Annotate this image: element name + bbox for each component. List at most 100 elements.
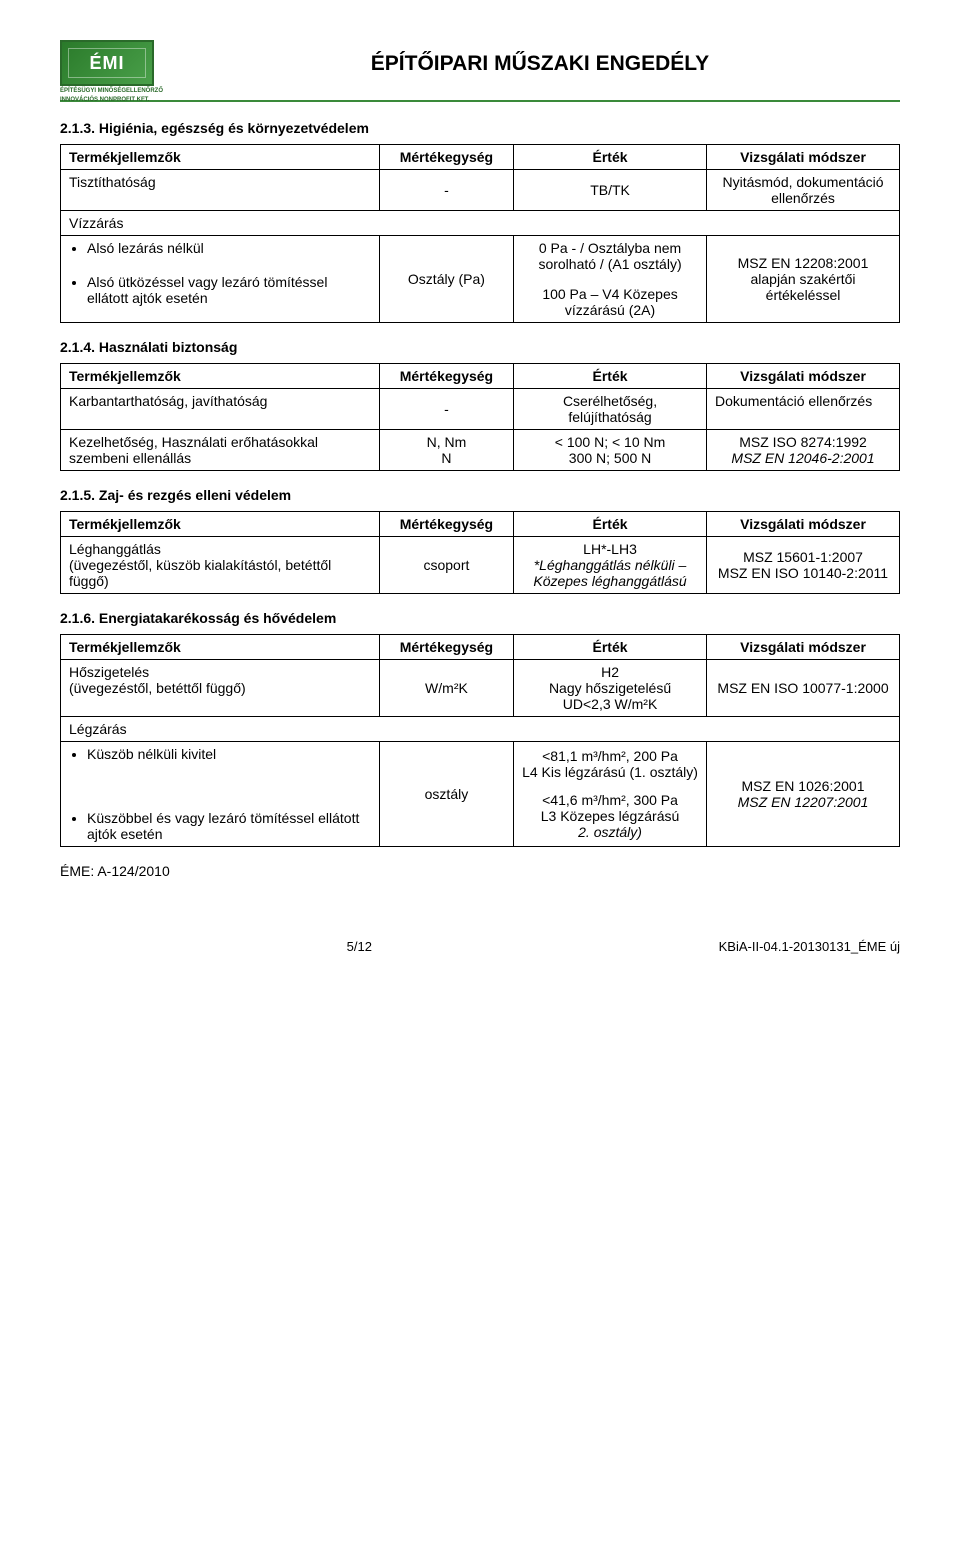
cell-values-forces: < 100 N; < 10 Nm 300 N; 500 N xyxy=(514,430,707,471)
th-termekjellemzok: Termékjellemzők xyxy=(61,364,380,389)
value-line: L4 Kis légzárású (1. osztály) xyxy=(522,764,698,780)
cell-h2-values: H2 Nagy hőszigetelésű UD<2,3 W/m²K xyxy=(514,660,707,717)
table-header-row: Termékjellemzők Mértékegység Érték Vizsg… xyxy=(61,512,900,537)
cell-legzaras-label: Légzárás xyxy=(61,717,900,742)
value-line-italic: 2. osztály) xyxy=(522,824,698,840)
th-ertek: Érték xyxy=(514,635,707,660)
cell-hoszigeteles: Hőszigetelés (üvegezéstől, betéttől függ… xyxy=(61,660,380,717)
th-ertek: Érték xyxy=(514,145,707,170)
cell-methods-iso: MSZ ISO 8274:1992 MSZ EN 12046-2:2001 xyxy=(707,430,900,471)
table-row: Hőszigetelés (üvegezéstől, betéttől függ… xyxy=(61,660,900,717)
cell-csoport: csoport xyxy=(379,537,513,594)
value-line: L3 Közepes légzárású xyxy=(522,808,698,824)
cell-lh-values: LH*-LH3 *Léghanggátlás nélküli – Közepes… xyxy=(514,537,707,594)
cell-tisztithatosag: Tisztíthatóság xyxy=(61,170,380,211)
table-header-row: Termékjellemzők Mértékegység Érték Vizsg… xyxy=(61,635,900,660)
table-row: Küszöb nélküli kivitel Küszöbbel és vagy… xyxy=(61,742,900,847)
cell-value: TB/TK xyxy=(514,170,707,211)
th-mertekegyseg: Mértékegység xyxy=(379,635,513,660)
th-mertekegyseg: Mértékegység xyxy=(379,145,513,170)
bullet-also-lezaras: Alsó lezárás nélkül xyxy=(87,240,371,256)
value-100pa: 100 Pa – V4 Közepes vízzárású (2A) xyxy=(522,286,698,318)
table-213: Termékjellemzők Mértékegység Érték Vizsg… xyxy=(60,144,900,323)
table-row: Tisztíthatóság - TB/TK Nyitásmód, dokume… xyxy=(61,170,900,211)
value-line: UD<2,3 W/m²K xyxy=(522,696,698,712)
cell-conditions: Alsó lezárás nélkül Alsó ütközéssel vagy… xyxy=(61,236,380,323)
value-line: LH*-LH3 xyxy=(522,541,698,557)
bullet-kuszobbel: Küszöbbel és vagy lezáró tömítéssel ellá… xyxy=(87,810,371,842)
cell-methods-1026: MSZ EN 1026:2001 MSZ EN 12207:2001 xyxy=(707,742,900,847)
unit-line: N, Nm xyxy=(388,434,505,450)
th-ertek: Érték xyxy=(514,364,707,389)
th-ertek: Érték xyxy=(514,512,707,537)
table-214: Termékjellemzők Mértékegység Érték Vizsg… xyxy=(60,363,900,471)
logo-subtitle-1: ÉPÍTÉSÜGYI MINŐSÉGELLENŐRZŐ xyxy=(60,88,170,95)
cell-methods-15601: MSZ 15601-1:2007 MSZ EN ISO 10140-2:2011 xyxy=(707,537,900,594)
table-row: Alsó lezárás nélkül Alsó ütközéssel vagy… xyxy=(61,236,900,323)
footer-doc-id: KBiA-II-04.1-20130131_ÉME új xyxy=(719,939,900,954)
cell-method: Nyitásmód, dokumentáció ellenőrzés xyxy=(707,170,900,211)
cell-legzaras-values: <81,1 m³/hm², 200 Pa L4 Kis légzárású (1… xyxy=(514,742,707,847)
cell-unit: - xyxy=(379,389,513,430)
unit-line: N xyxy=(388,450,505,466)
table-header-row: Termékjellemzők Mértékegység Érték Vizsg… xyxy=(61,364,900,389)
page-footer: 5/12 KBiA-II-04.1-20130131_ÉME új xyxy=(60,939,900,954)
page-title: ÉPÍTŐIPARI MŰSZAKI ENGEDÉLY xyxy=(180,40,900,76)
table-row: Karbantarthatóság, javíthatóság - Cserél… xyxy=(61,389,900,430)
method-line-italic: MSZ EN 12207:2001 xyxy=(715,794,891,810)
th-termekjellemzok: Termékjellemzők xyxy=(61,512,380,537)
table-row: Léghanggátlás (üvegezéstől, küszöb kiala… xyxy=(61,537,900,594)
th-vizsgalat: Vizsgálati módszer xyxy=(707,364,900,389)
table-row: Vízzárás xyxy=(61,211,900,236)
value-line: H2 xyxy=(522,664,698,680)
page-number: 5/12 xyxy=(0,939,719,954)
table-row: Légzárás xyxy=(61,717,900,742)
value-line: 300 N; 500 N xyxy=(522,450,698,466)
th-termekjellemzok: Termékjellemzők xyxy=(61,635,380,660)
bullet-kuszob-nelkuli: Küszöb nélküli kivitel xyxy=(87,746,371,762)
value-line: <41,6 m³/hm², 300 Pa xyxy=(522,792,698,808)
method-line-italic: MSZ EN 12046-2:2001 xyxy=(715,450,891,466)
value-line-italic: *Léghanggátlás nélküli – Közepes léghang… xyxy=(522,557,698,589)
th-vizsgalat: Vizsgálati módszer xyxy=(707,512,900,537)
cell-osztaly-pa: Osztály (Pa) xyxy=(379,236,513,323)
page-header: ÉMI ÉPÍTÉSÜGYI MINŐSÉGELLENŐRZŐ INNOVÁCI… xyxy=(60,40,900,102)
cell-method-12208: MSZ EN 12208:2001 alapján szakértői érté… xyxy=(707,236,900,323)
value-line: < 100 N; < 10 Nm xyxy=(522,434,698,450)
cell-osztaly: osztály xyxy=(379,742,513,847)
th-mertekegyseg: Mértékegység xyxy=(379,364,513,389)
eme-number: ÉME: A-124/2010 xyxy=(60,863,900,879)
cell-sub: (üvegezéstől, küszöb kialakítástól, beté… xyxy=(69,557,371,589)
bullet-also-utkozessel: Alsó ütközéssel vagy lezáró tömítéssel e… xyxy=(87,274,371,306)
value-line: Nagy hőszigetelésű xyxy=(522,680,698,696)
section-216-heading: 2.1.6. Energiatakarékosság és hővédelem xyxy=(60,610,900,626)
table-row: Kezelhetőség, Használati erőhatásokkal s… xyxy=(61,430,900,471)
cell-title: Hőszigetelés xyxy=(69,664,371,680)
cell-karbantarthatosag: Karbantarthatóság, javíthatóság xyxy=(61,389,380,430)
cell-wm2k: W/m²K xyxy=(379,660,513,717)
th-vizsgalat: Vizsgálati módszer xyxy=(707,635,900,660)
cell-unit: - xyxy=(379,170,513,211)
logo-mark: ÉMI xyxy=(60,40,154,86)
cell-method-10077: MSZ EN ISO 10077-1:2000 xyxy=(707,660,900,717)
table-header-row: Termékjellemzők Mértékegység Érték Vizsg… xyxy=(61,145,900,170)
th-vizsgalat: Vizsgálati módszer xyxy=(707,145,900,170)
table-216: Termékjellemzők Mértékegység Érték Vizsg… xyxy=(60,634,900,847)
method-line: MSZ EN 1026:2001 xyxy=(715,778,891,794)
table-215: Termékjellemzők Mértékegység Érték Vizsg… xyxy=(60,511,900,594)
cell-leghanggatlas: Léghanggátlás (üvegezéstől, küszöb kiala… xyxy=(61,537,380,594)
cell-units-nm: N, Nm N xyxy=(379,430,513,471)
cell-values: 0 Pa - / Osztályba nem sorolható / (A1 o… xyxy=(514,236,707,323)
cell-sub: (üvegezéstől, betéttől függő) xyxy=(69,680,371,696)
value-line: <81,1 m³/hm², 200 Pa xyxy=(522,748,698,764)
method-line: MSZ EN ISO 10140-2:2011 xyxy=(715,565,891,581)
cell-title: Léghanggátlás xyxy=(69,541,371,557)
th-termekjellemzok: Termékjellemzők xyxy=(61,145,380,170)
section-213-heading: 2.1.3. Higiénia, egészség és környezetvé… xyxy=(60,120,900,136)
cell-vizzaras-label: Vízzárás xyxy=(61,211,900,236)
cell-cserelhetoseg: Cserélhetőség, felújíthatóság xyxy=(514,389,707,430)
cell-kezelhetoseg: Kezelhetőség, Használati erőhatásokkal s… xyxy=(61,430,380,471)
section-215-heading: 2.1.5. Zaj- és rezgés elleni védelem xyxy=(60,487,900,503)
section-214-heading: 2.1.4. Használati biztonság xyxy=(60,339,900,355)
cell-dokumentacio: Dokumentáció ellenőrzés xyxy=(707,389,900,430)
